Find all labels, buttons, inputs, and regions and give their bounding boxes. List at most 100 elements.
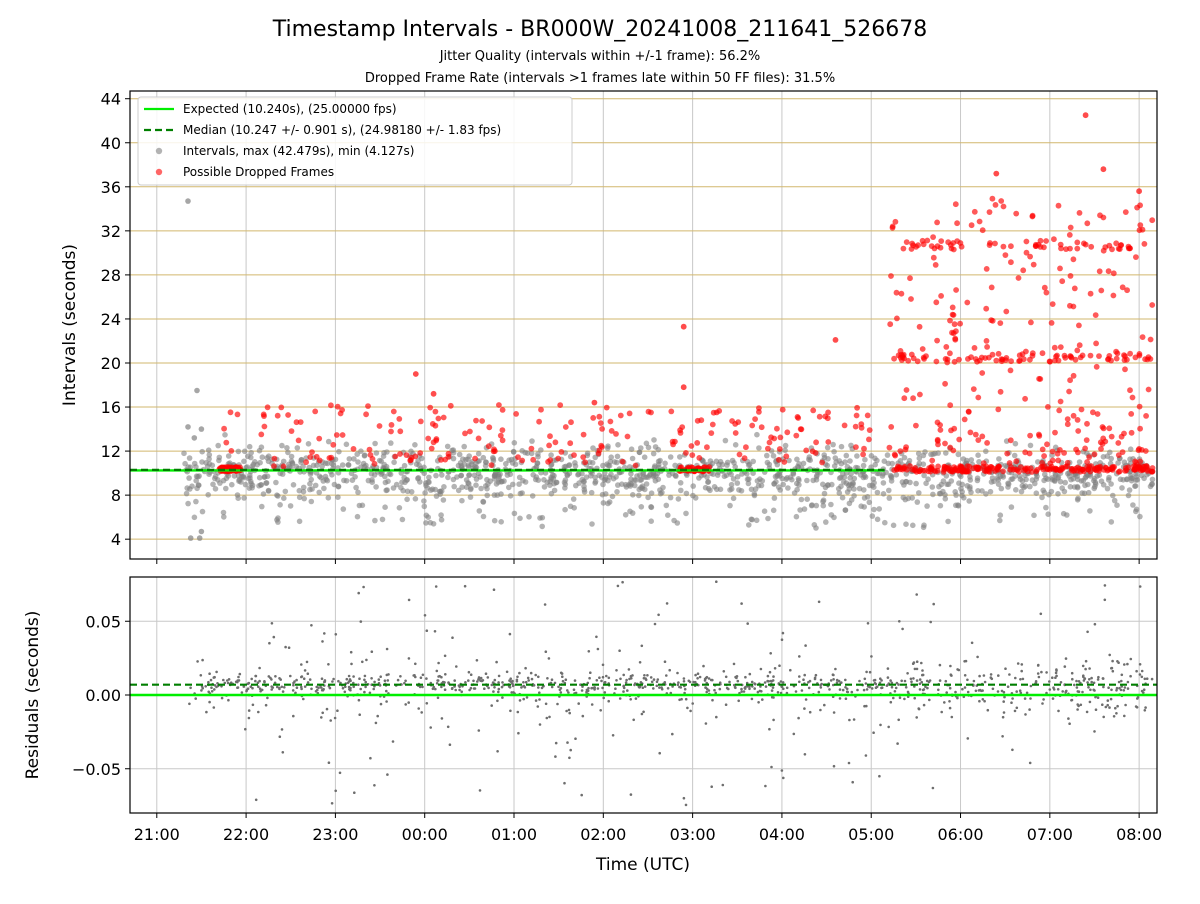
dropped-frame-point bbox=[928, 465, 934, 471]
interval-point bbox=[221, 514, 227, 520]
interval-point bbox=[636, 486, 642, 493]
interval-point bbox=[987, 488, 994, 495]
residual-point bbox=[321, 640, 324, 643]
residual-point bbox=[200, 689, 203, 692]
dropped-frame-point bbox=[1094, 411, 1101, 417]
interval-point bbox=[581, 478, 587, 485]
residual-point bbox=[910, 680, 913, 683]
dropped-frame-point bbox=[1021, 467, 1028, 474]
interval-point bbox=[851, 486, 857, 492]
interval-point bbox=[535, 454, 541, 460]
residual-point bbox=[386, 679, 390, 682]
residual-point bbox=[640, 644, 644, 648]
residual-point bbox=[254, 674, 257, 678]
residual-point bbox=[682, 680, 686, 683]
residual-point bbox=[227, 698, 230, 702]
dropped-frame-point bbox=[1105, 268, 1112, 275]
dropped-frame-point bbox=[288, 428, 295, 434]
residual-point bbox=[1115, 712, 1118, 715]
dropped-frame-point bbox=[908, 296, 914, 302]
dropped-frame-point bbox=[1079, 352, 1086, 359]
interval-point bbox=[705, 479, 712, 485]
dropped-frame-point bbox=[513, 411, 519, 417]
residual-point bbox=[680, 697, 683, 701]
dropped-frame-point bbox=[1070, 256, 1077, 263]
dropped-frame-point bbox=[887, 321, 894, 328]
residual-point bbox=[472, 679, 475, 683]
residual-point bbox=[1142, 688, 1146, 691]
dropped-frame-point bbox=[1039, 460, 1045, 466]
interval-point bbox=[825, 482, 831, 488]
interval-point bbox=[820, 481, 826, 488]
interval-point bbox=[851, 475, 858, 482]
interval-point bbox=[775, 484, 782, 490]
interval-point bbox=[205, 447, 212, 454]
residual-point bbox=[937, 688, 940, 692]
interval-point bbox=[1000, 474, 1007, 480]
dropped-frame-point bbox=[1113, 355, 1120, 362]
dropped-frame-point bbox=[1136, 227, 1143, 234]
dropped-frame-point bbox=[1055, 457, 1062, 464]
residual-point bbox=[357, 683, 360, 686]
residual-point bbox=[915, 679, 919, 682]
interval-point bbox=[1005, 484, 1011, 490]
interval-point bbox=[529, 493, 536, 499]
interval-point bbox=[655, 476, 662, 483]
dropped-frame-point bbox=[1028, 319, 1034, 326]
dropped-frame-point bbox=[528, 445, 535, 452]
dropped-frame-point bbox=[619, 458, 626, 465]
interval-point bbox=[438, 512, 444, 518]
interval-point bbox=[259, 503, 265, 510]
residual-point bbox=[337, 679, 340, 683]
residual-point bbox=[704, 686, 708, 690]
interval-point bbox=[441, 484, 447, 490]
residual-point bbox=[237, 679, 241, 682]
residual-point bbox=[772, 675, 775, 678]
interval-point bbox=[450, 476, 457, 483]
residual-point bbox=[560, 672, 564, 675]
dropped-frame-point bbox=[971, 208, 978, 215]
dropped-frame-point bbox=[945, 239, 952, 246]
residual-point bbox=[421, 685, 424, 689]
dropped-frame-point bbox=[965, 356, 971, 362]
dropped-frame-point bbox=[978, 354, 985, 361]
dropped-frame-point bbox=[929, 457, 936, 464]
interval-point bbox=[538, 447, 544, 453]
dropped-frame-point bbox=[1057, 344, 1064, 350]
residual-point bbox=[569, 748, 572, 752]
residual-point bbox=[387, 673, 390, 676]
residual-point bbox=[423, 614, 427, 617]
interval-point bbox=[467, 494, 474, 500]
residual-point bbox=[580, 793, 583, 797]
dropped-frame-point bbox=[741, 455, 748, 462]
dropped-frame-point bbox=[412, 371, 419, 377]
residual-point bbox=[507, 685, 511, 688]
dropped-frame-point bbox=[949, 304, 956, 311]
interval-point bbox=[1074, 483, 1081, 490]
interval-point bbox=[731, 460, 737, 466]
residual-point bbox=[1129, 657, 1133, 661]
interval-point bbox=[369, 477, 375, 483]
interval-point bbox=[657, 457, 663, 464]
residual-point bbox=[886, 676, 890, 679]
residual-point bbox=[915, 593, 918, 596]
residual-point bbox=[848, 718, 851, 722]
dropped-frame-point bbox=[1074, 239, 1081, 246]
residual-point bbox=[1061, 690, 1064, 693]
residual-point bbox=[454, 688, 458, 692]
residual-point bbox=[472, 687, 476, 690]
residual-point bbox=[768, 670, 772, 674]
dropped-frame-point bbox=[680, 323, 687, 330]
interval-point bbox=[404, 488, 411, 495]
interval-point bbox=[1130, 502, 1136, 508]
interval-point bbox=[888, 473, 895, 480]
interval-point bbox=[277, 470, 284, 477]
x-tick-label: 07:00 bbox=[1027, 825, 1073, 844]
residual-point bbox=[581, 714, 585, 718]
interval-point bbox=[958, 485, 964, 492]
dropped-frame-point bbox=[813, 439, 819, 446]
residual-point bbox=[757, 701, 760, 704]
dropped-frame-point bbox=[928, 243, 935, 250]
interval-point bbox=[241, 495, 247, 501]
dropped-frame-point bbox=[749, 422, 756, 429]
